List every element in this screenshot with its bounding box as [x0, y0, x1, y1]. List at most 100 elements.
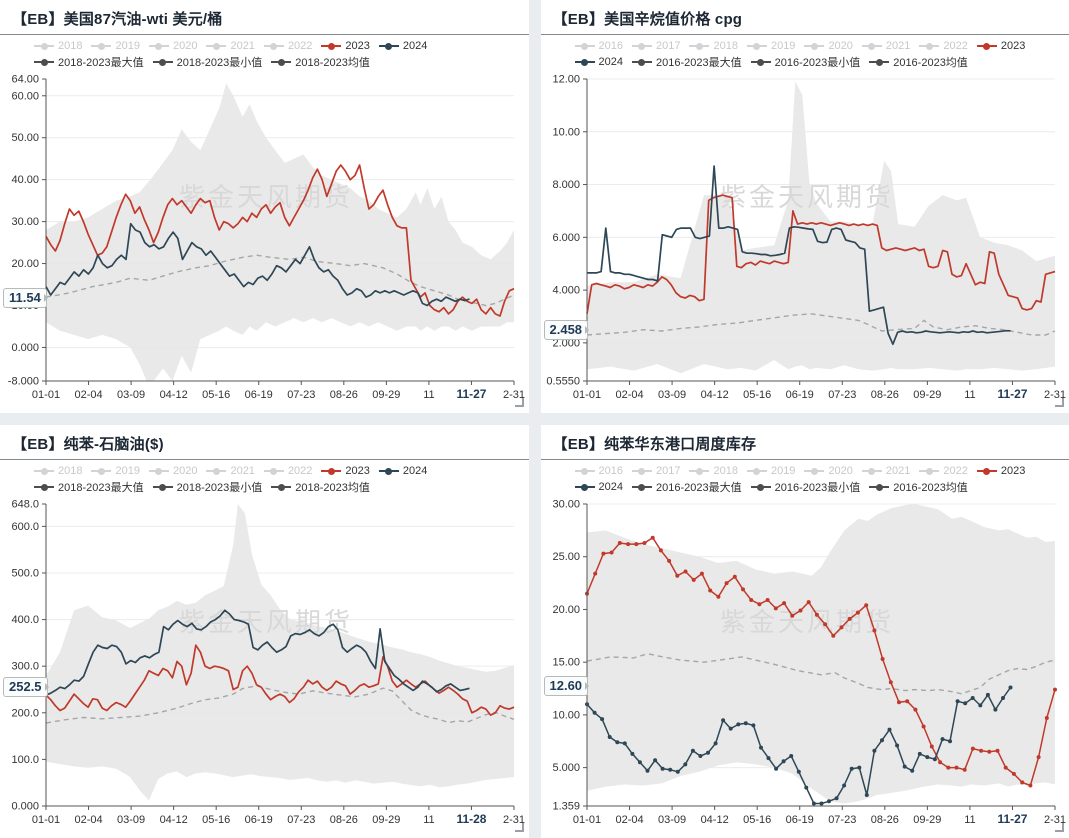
legend-item-2018-2023最小值[interactable]: 2018-2023最小值	[152, 479, 262, 495]
legend-marker-icon	[861, 42, 882, 51]
minmax-band	[586, 81, 1055, 374]
legend-item-2017[interactable]: 2017	[631, 465, 680, 477]
legend-row: 2018 2019 2020 2021 2022 2023 2024	[34, 465, 523, 477]
legend-item-2019[interactable]: 2019	[91, 465, 140, 477]
legend-item-2023[interactable]: 2023	[976, 40, 1025, 52]
legend-item-2016-2023最小值[interactable]: 2016-2023最小值	[750, 54, 860, 70]
legend-item-2023[interactable]: 2023	[321, 465, 370, 477]
series-2024-point	[750, 723, 755, 728]
legend-item-2024[interactable]: 2024	[378, 40, 427, 52]
x-tick-label: 09-29	[913, 389, 941, 401]
legend-marker-icon	[34, 467, 54, 476]
legend-item-2018-2023最大值[interactable]: 2018-2023最大值	[34, 479, 144, 495]
y-tick-label: 648.0	[11, 499, 39, 511]
legend-item-2022[interactable]: 2022	[263, 465, 312, 477]
legend-item-2018-2023均值[interactable]: 2018-2023均值	[271, 479, 370, 495]
legend-item-2018[interactable]: 2018	[34, 40, 82, 52]
legend-item-2021[interactable]: 2021	[861, 465, 910, 477]
resize-corner-icon[interactable]	[1055, 398, 1064, 407]
legend-item-2020[interactable]: 2020	[804, 465, 853, 477]
legend-item-2021[interactable]: 2021	[206, 40, 255, 52]
chart-legend: 2018 2019 2020 2021 2022 2023 2024 2018-2023最大值…	[0, 460, 529, 496]
chart-panel-gasoline-wti: 【EB】美国87汽油-wti 美元/桶 2018 2019 2020 2021 2022…	[0, 0, 529, 413]
legend-item-2023[interactable]: 2023	[321, 40, 370, 52]
line-chart[interactable]: 紫金天风期货 30.00 25.00 20.00 15.00 10.00 5.000 1.35…	[541, 496, 1069, 832]
x-tick-label: 2-31	[503, 389, 525, 401]
plot-area: 紫金天风期货 30.00 25.00 20.00 15.00 10.00 5.000 1.35…	[541, 496, 1069, 838]
legend-item-2018[interactable]: 2018	[34, 465, 82, 477]
x-tick-label: 06-19	[245, 814, 273, 826]
series-2023-point	[592, 571, 597, 576]
series-2024-point	[781, 759, 786, 764]
legend-item-2024[interactable]: 2024	[574, 481, 623, 493]
series-2024-point	[849, 766, 854, 771]
series-2023-point	[1019, 780, 1024, 785]
series-2024-point	[622, 741, 627, 746]
series-2024-point	[629, 751, 634, 756]
x-tick-label: 11	[423, 814, 434, 826]
legend-item-2018[interactable]: 2018	[689, 465, 738, 477]
legend-item-2022[interactable]: 2022	[263, 40, 313, 52]
x-tick-label: 08-26	[330, 814, 358, 826]
legend-marker-icon	[574, 467, 595, 476]
line-chart[interactable]: 紫金天风期货 648.0 600.0 500.0 400.0 300.0 200.0 100.…	[0, 496, 528, 832]
legend-item-2019[interactable]: 2019	[746, 465, 795, 477]
legend-item-2016-2023最大值[interactable]: 2016-2023最大值	[631, 54, 742, 70]
legend-marker-icon	[378, 467, 399, 476]
legend-item-2022[interactable]: 2022	[919, 40, 968, 52]
legend-item-2020[interactable]: 2020	[804, 40, 853, 52]
series-2023-point	[1027, 783, 1032, 788]
y-tick-label: 8.000	[552, 179, 580, 191]
series-2024-point	[788, 754, 793, 758]
legend-item-2018-2023最大值[interactable]: 2018-2023最大值	[34, 54, 144, 70]
y-tick-label: 20.00	[11, 258, 39, 270]
legend-marker-icon	[321, 42, 342, 51]
x-tick-label: 07-23	[828, 814, 856, 826]
series-2023-point	[699, 571, 704, 576]
y-tick-label: 500.0	[11, 567, 39, 579]
series-2024-point	[705, 750, 710, 755]
legend-item-2023[interactable]: 2023	[976, 465, 1025, 477]
legend-item-2016-2023最小值[interactable]: 2016-2023最小值	[750, 479, 860, 495]
legend-item-2016-2023均值[interactable]: 2016-2023均值	[869, 54, 968, 70]
legend-label: 2022	[287, 40, 313, 52]
legend-marker-icon	[91, 42, 112, 51]
legend-item-2019[interactable]: 2019	[746, 40, 795, 52]
legend-item-2024[interactable]: 2024	[378, 465, 427, 477]
legend-item-2020[interactable]: 2020	[148, 465, 197, 477]
x-tick-label: 02-04	[615, 389, 643, 401]
legend-marker-icon	[34, 58, 54, 67]
x-tick-label: 07-23	[828, 389, 856, 401]
legend-item-2020[interactable]: 2020	[148, 40, 197, 52]
legend-item-2016-2023均值[interactable]: 2016-2023均值	[869, 479, 968, 495]
legend-item-2024[interactable]: 2024	[574, 56, 623, 68]
series-2024-point	[599, 717, 604, 722]
legend-marker-icon	[746, 42, 767, 51]
series-2024-point	[962, 701, 967, 706]
line-chart[interactable]: 紫金天风期货64.0060.0050.0040.0030.0020.0010.0…	[0, 71, 528, 407]
legend-item-2018-2023最小值[interactable]: 2018-2023最小值	[152, 54, 262, 70]
legend-label: 2018	[713, 465, 738, 477]
legend-item-2016-2023最大值[interactable]: 2016-2023最大值	[631, 479, 742, 495]
legend-item-2021[interactable]: 2021	[206, 465, 255, 477]
series-2024-point	[879, 738, 884, 743]
minmax-band	[46, 504, 514, 801]
legend-item-2016[interactable]: 2016	[574, 40, 623, 52]
resize-corner-icon[interactable]	[1055, 823, 1064, 832]
legend-item-2017[interactable]: 2017	[631, 40, 680, 52]
legend-item-2018[interactable]: 2018	[689, 40, 738, 52]
legend-item-2018-2023均值[interactable]: 2018-2023均值	[271, 54, 370, 70]
legend-item-2022[interactable]: 2022	[919, 465, 968, 477]
series-2023-point	[929, 744, 934, 749]
legend-item-2016[interactable]: 2016	[574, 465, 623, 477]
legend-marker-icon	[321, 467, 342, 476]
legend-item-2021[interactable]: 2021	[861, 40, 910, 52]
x-tick-label: 03-09	[117, 389, 145, 401]
line-chart[interactable]: 紫金天风期货 12.00 10.00 8.000 6.000 4.000 2.000 0.55…	[541, 71, 1069, 407]
series-2024-point	[924, 755, 929, 760]
resize-corner-icon[interactable]	[514, 398, 524, 407]
resize-corner-icon[interactable]	[514, 823, 524, 832]
series-2023-point	[978, 748, 983, 753]
legend-item-2019[interactable]: 2019	[91, 40, 140, 52]
x-tick-label: 07-23	[287, 389, 315, 401]
